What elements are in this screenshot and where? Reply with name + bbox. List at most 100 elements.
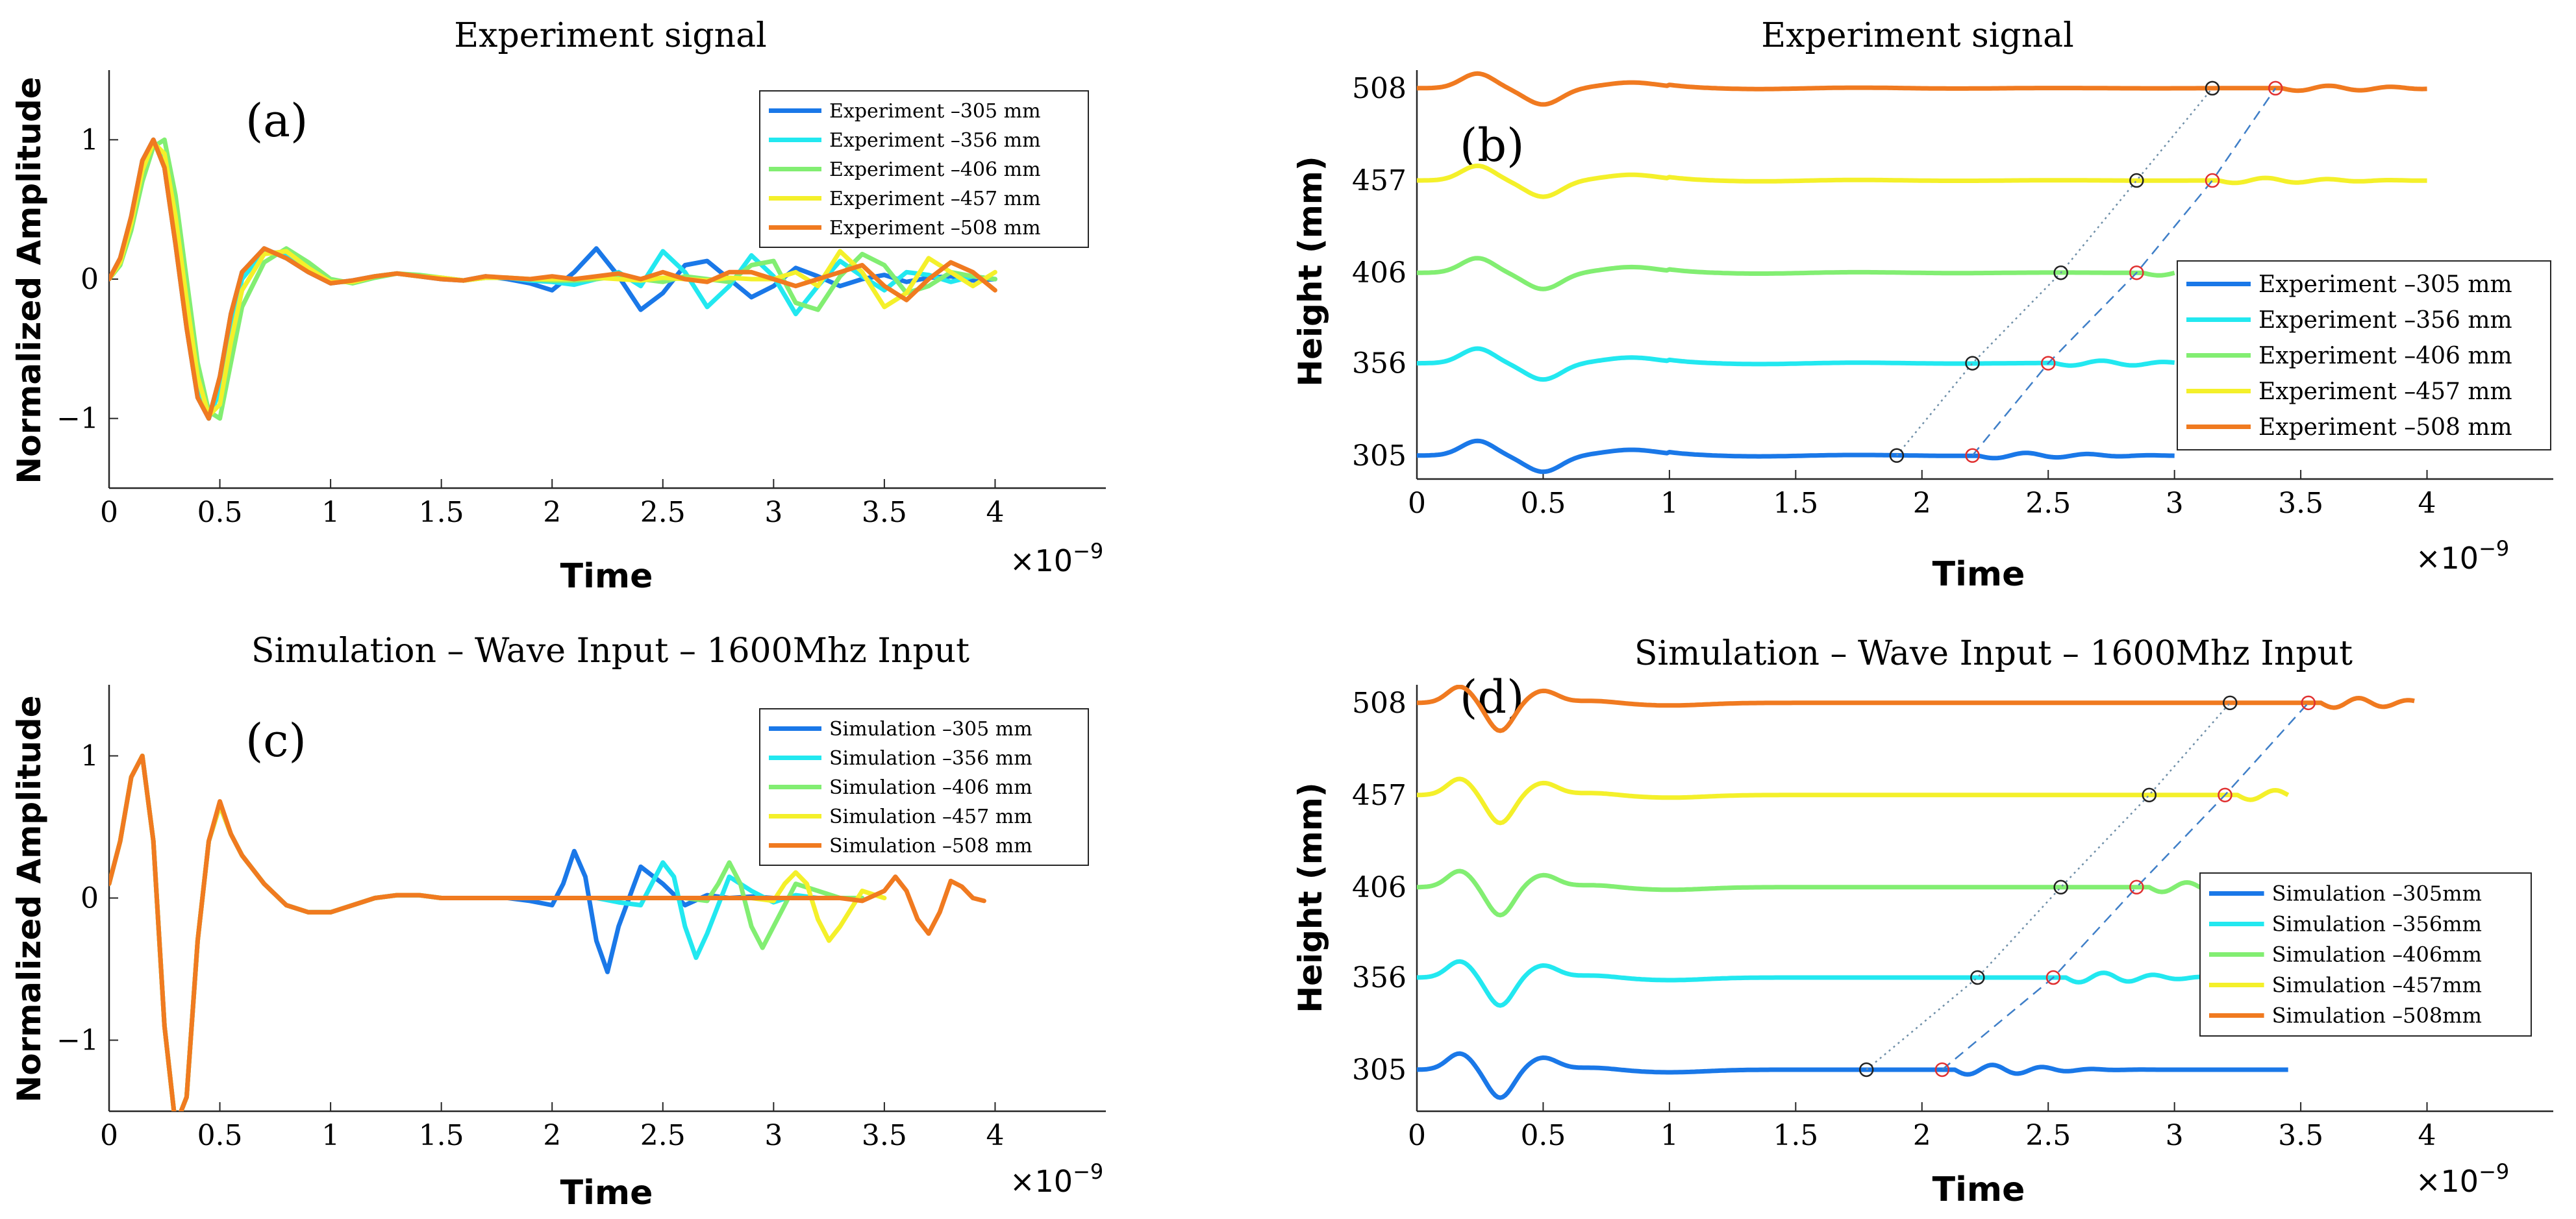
series-line [1417,685,2415,733]
panel-c-xtick-label: 0 [100,1119,118,1152]
panel-a-ylabel: Normalized Amplitude [10,77,48,484]
panel-c-exponent-power: −9 [1073,1159,1103,1184]
panel-b-exponent-base: ×10 [2416,541,2479,576]
panel-a-exponent-power: −9 [1073,539,1103,563]
panel-c-xtick-label: 2.5 [640,1119,686,1152]
panel-b-series-group [1417,71,2427,474]
panel-b-exponent-power: −9 [2479,536,2509,561]
marker-red [1965,448,1980,463]
marker-black [2142,787,2157,803]
panel-c-ylabel: Normalized Amplitude [10,695,48,1102]
marker-red [1934,1062,1950,1077]
panel-c-xtick-label: 1.5 [419,1119,464,1152]
panel-a-xtick-label: 1.5 [419,496,464,529]
panel-c-xtick-label: 3.5 [862,1119,907,1152]
panel-b-xtick-label: 2 [1913,487,1931,520]
panel-a-series-group [109,137,997,421]
legend-label: Simulation –457 mm [829,806,1032,828]
panel-d-ytick-label: 508 [1352,687,1407,720]
legend-label: Experiment –356 mm [2258,307,2512,334]
panel-d-plot: 0 0.5 1 1.5 2 2.5 3 3.5 4 305 356 406 457 508 Simulati… [1352,685,2553,1152]
panel-d-title: Simulation – Wave Input – 1600Mhz Input [1634,634,2353,673]
marker-black [2129,173,2144,188]
series-line [109,137,997,421]
panel-d-ylabel: Height (mm) [1292,782,1329,1013]
series-line [1417,164,2427,199]
panel-a-ytick-label: 0 [81,263,99,296]
legend-label: Simulation –356mm [2272,912,2482,937]
marker-black [1970,970,1985,985]
panel-b-xtick-label: 0 [1408,487,1426,520]
panel-c-xtick-label: 1 [321,1119,340,1152]
marker-red [2040,356,2056,371]
panel-b-ylabel: Height (mm) [1292,156,1329,387]
panel-a-xtick-label: 2.5 [640,496,686,529]
panel-c-exponent: ×10−9 [1010,1159,1103,1199]
panel-b-xtick-label: 1.5 [1773,487,1818,520]
marker-black [2205,80,2220,96]
panel-b-exponent: ×10−9 [2416,536,2509,576]
legend-label: Experiment –457 mm [2258,378,2512,405]
panel-a-exponent-base: ×10 [1010,543,1073,578]
panel-a-xtick-label: 0 [100,496,118,529]
panel-a-xtick-label: 0.5 [197,496,243,529]
panel-b-ytick-label: 356 [1352,347,1407,380]
panel-c-xlabel: Time [560,1174,653,1213]
panel-d-ytick-label: 406 [1352,871,1407,904]
panel-d-exponent-power: −9 [2479,1159,2509,1184]
panel-d-ytick-label: 305 [1352,1053,1407,1087]
panel-c-xtick-label: 0.5 [197,1119,243,1152]
panel-b-title: Experiment signal [1761,16,2074,55]
panel-d-xtick-label: 0 [1408,1119,1426,1152]
panel-c-xtick-label: 3 [764,1119,782,1152]
panel-d-xtick-label: 3.5 [2278,1119,2323,1152]
panel-c-exponent-base: ×10 [1010,1164,1073,1199]
legend-label: Experiment –305 mm [2258,271,2512,298]
panel-b-plot: 0 0.5 1 1.5 2 2.5 3 3.5 4 305 356 406 457 508 Experime… [1352,70,2553,520]
marker-red [2129,880,2144,895]
legend-label: Experiment –305 mm [829,100,1041,123]
legend-label: Experiment –406 mm [2258,343,2512,369]
legend-label: Experiment –356 mm [829,129,1041,152]
panel-a-letter: (a) [245,94,308,147]
panel-d-xtick-label: 1 [1660,1119,1679,1152]
panel-d-xtick-label: 3 [2166,1119,2184,1152]
panel-c-series-group [109,754,986,1111]
panel-c-xtick-label: 2 [543,1119,561,1152]
panel-d-xtick-label: 0.5 [1520,1119,1566,1152]
legend-label: Simulation –406 mm [829,776,1032,799]
panel-a-ytick-label: 1 [81,123,99,156]
series-line [1417,71,2427,107]
panel-b-ytick-label: 305 [1352,439,1407,473]
legend-label: Experiment –508 mm [2258,414,2512,441]
panel-c-plot: 0 0.5 1 1.5 2 2.5 3 3.5 4 −1 0 1 Simulation –305 mm S… [56,685,1106,1152]
panel-c-ytick-label: 0 [81,882,99,915]
marker-red [2045,970,2061,985]
panel-a-xtick-label: 3.5 [862,496,907,529]
series-line [1417,959,2288,1008]
panel-b-xtick-label: 2.5 [2025,487,2071,520]
fit-line-dashed [1971,88,2277,456]
panel-d-exponent-base: ×10 [2416,1164,2479,1199]
panel-a-ytick-label: −1 [56,402,99,436]
panel-b-xtick-label: 1 [1660,487,1679,520]
legend-label: Simulation –305 mm [829,718,1032,741]
panel-d-xtick-label: 2.5 [2025,1119,2071,1152]
marker-black [2222,695,2238,711]
panel-b-xtick-label: 0.5 [1520,487,1566,520]
panel-b-ytick-label: 508 [1352,72,1407,105]
marker-black [1858,1062,1874,1077]
marker-red [2205,173,2220,188]
panel-c-title: Simulation – Wave Input – 1600Mhz Input [251,632,969,671]
marker-red [2218,787,2232,803]
panel-a-xlabel: Time [560,557,653,596]
panel-b-xtick-label: 3.5 [2278,487,2323,520]
marker-black [1889,448,1905,463]
panel-b-ytick-label: 406 [1352,256,1407,289]
marker-red [2268,80,2283,96]
legend-label: Experiment –508 mm [829,217,1041,240]
panel-b-letter: (b) [1460,119,1524,172]
panel-a-plot: 0 0.5 1 1.5 2 2.5 3 3.5 4 −1 0 1 Experiment –305 mm E… [56,70,1106,529]
marker-black [2053,265,2068,280]
